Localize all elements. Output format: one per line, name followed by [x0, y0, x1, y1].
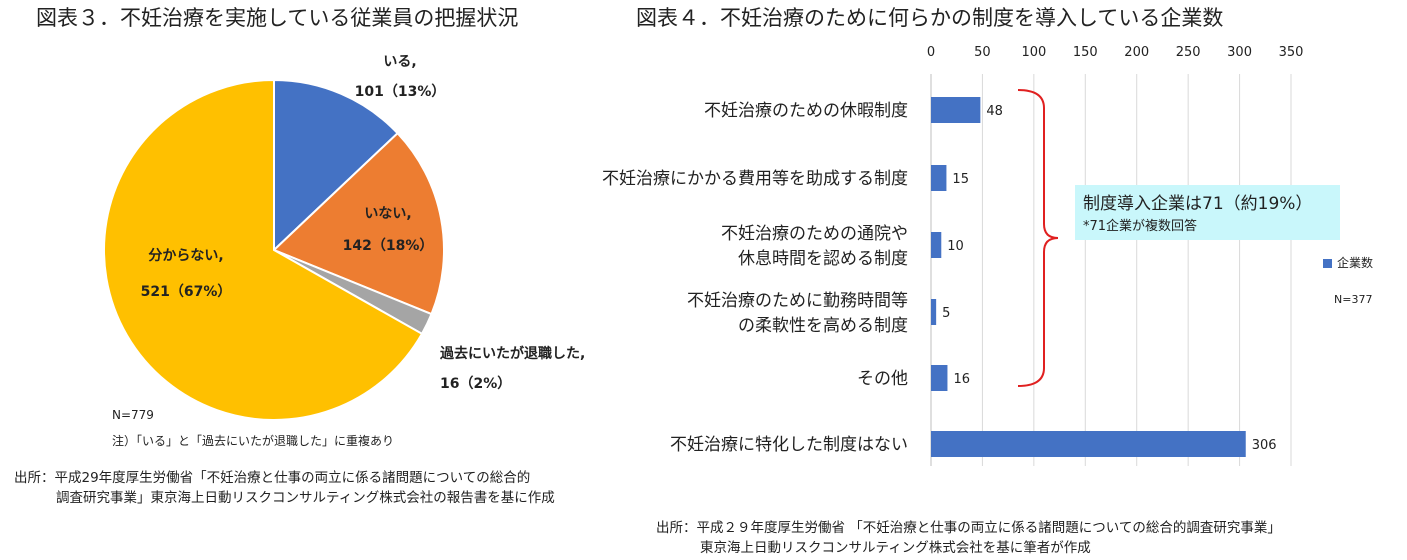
category-label-2-line1: 不妊治療のための通院や: [721, 224, 908, 244]
bar-4: [931, 365, 948, 391]
pie-slice-1: [272, 131, 445, 316]
x-tick-label-1: 50: [974, 45, 991, 60]
fig4-source-line2: 東京海上日動リスクコンサルティング株式会社を基に筆者が作成: [700, 540, 1091, 556]
x-tick-label-6: 300: [1227, 45, 1252, 60]
pie-label-value-0: 101（13%）: [355, 84, 446, 100]
x-tick-label-5: 250: [1176, 45, 1201, 60]
fig3-source-line1: 出所：平成29年度厚生労働省「不妊治療と仕事の両立に係る諸問題についての総合的: [14, 470, 531, 486]
callout-main-text: 制度導入企業は71（約19%）: [1083, 194, 1313, 214]
figure4-title: 図表４．不妊治療のために何らかの制度を導入している企業数: [636, 6, 1224, 30]
category-label-1: 不妊治療にかかる費用等を助成する制度: [602, 169, 908, 189]
category-label-3-line2: の柔軟性を高める制度: [738, 316, 908, 336]
category-label-2-line2: 休息時間を認める制度: [738, 249, 908, 269]
legend-label: 企業数: [1337, 256, 1374, 270]
bar-value-1: 15: [952, 172, 969, 187]
legend-swatch: [1323, 259, 1332, 268]
bar-3: [931, 299, 937, 325]
pie-footnote: 注）「いる」と「過去にいたが退職した」に重複あり: [112, 434, 395, 448]
pie-n-label: N=779: [112, 408, 154, 422]
bar-value-2: 10: [947, 239, 964, 254]
legend: 企業数: [1323, 254, 1373, 271]
x-tick-label-7: 350: [1279, 45, 1304, 60]
bracket-icon: [1017, 89, 1059, 387]
callout-sub-text: *71企業が複数回答: [1083, 219, 1198, 234]
bar-value-3: 5: [942, 306, 950, 321]
pie-label-name-3: 分からない,: [148, 248, 223, 264]
x-tick-label-0: 0: [927, 45, 935, 60]
callout-box: 制度導入企業は71（約19%） *71企業が複数回答: [1075, 185, 1340, 240]
pie-label-name-2: 過去にいたが退職した,: [439, 345, 585, 362]
category-label-5: 不妊治療に特化した制度はない: [670, 435, 908, 455]
x-tick-label-4: 200: [1124, 45, 1149, 60]
bar-0: [931, 97, 981, 123]
bar-value-4: 16: [953, 372, 970, 387]
pie-slice-3: [103, 78, 424, 421]
category-label-0: 不妊治療のための休暇制度: [704, 101, 908, 121]
bar-2: [931, 232, 942, 258]
bar-n-label: N=377: [1334, 293, 1373, 306]
bar-chart: 0 50 100 150 200 250 300 350 48 不妊治療のための休暇制度 15 不妊治…: [602, 45, 1304, 466]
bar-1: [931, 165, 947, 191]
pie-label-name-0: いる,: [383, 54, 416, 70]
pie-label-value-1: 142（18%）: [343, 238, 434, 254]
x-tick-label-3: 150: [1073, 45, 1098, 60]
pie-chart: いる, 101（13%） いない, 142（18%） 過去にいたが退職した, 16（2%）…: [103, 54, 585, 421]
category-label-3-line1: 不妊治療のために勤務時間等: [687, 291, 908, 311]
category-label-4: その他: [857, 369, 908, 389]
fig4-source-line1: 出所：平成２９年度厚生労働省 「不妊治療と仕事の両立に係る諸問題についての総合的…: [656, 520, 1281, 536]
bar-value-0: 48: [986, 104, 1003, 119]
bar-value-5: 306: [1252, 438, 1277, 453]
pie-slice-0: [273, 78, 399, 253]
x-tick-label-2: 100: [1021, 45, 1046, 60]
pie-label-value-2: 16（2%）: [440, 376, 511, 392]
fig3-source-line2: 調査研究事業」東京海上日動リスクコンサルティング株式会社の報告書を基に作成: [56, 490, 555, 506]
figure3-title: 図表３．不妊治療を実施している従業員の把握状況: [36, 6, 519, 30]
pie-label-value-3: 521（67%）: [141, 284, 232, 300]
bar-5: [931, 431, 1246, 457]
pie-label-name-1: いない,: [364, 206, 411, 222]
